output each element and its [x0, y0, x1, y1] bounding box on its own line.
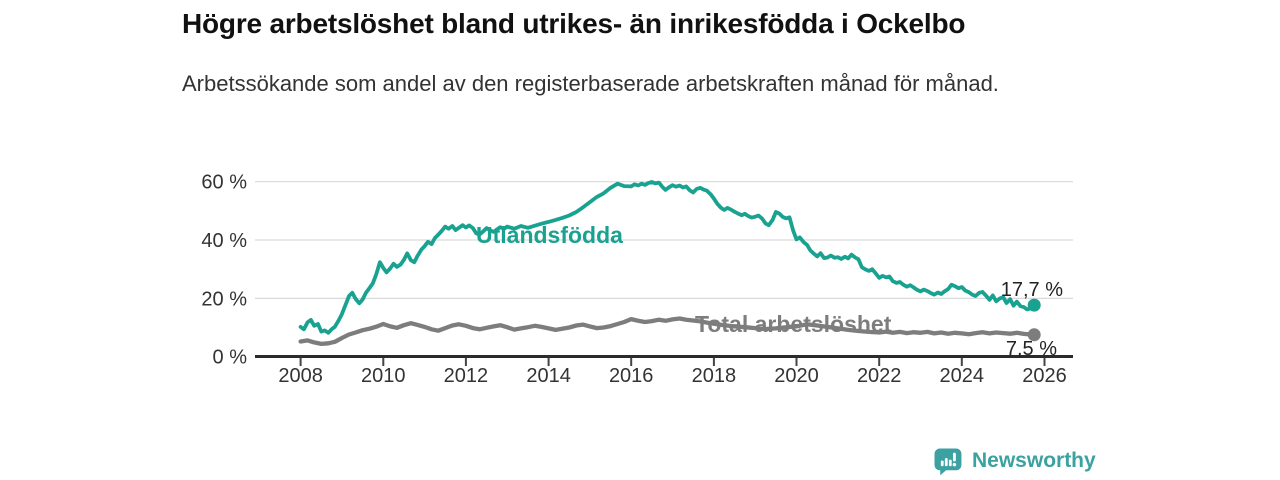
- x-axis-tick-label: 2022: [857, 365, 902, 387]
- series-label-utlandsfodda: Utlandsfödda: [476, 222, 623, 248]
- brand-logo[interactable]: Newsworthy: [934, 446, 1096, 476]
- y-axis-tick-label: 20 %: [201, 288, 247, 310]
- series-end-dot-total: [1027, 328, 1041, 342]
- series-label-total: Total arbetslöshet: [695, 311, 892, 337]
- x-axis-tick-label: 2016: [609, 365, 654, 387]
- y-axis-tick-label: 0 %: [213, 347, 248, 369]
- series-line-utlandsfodda: [298, 180, 1037, 335]
- y-axis-tick-label: 60 %: [201, 172, 247, 194]
- x-axis-tick-label: 2024: [940, 365, 985, 387]
- x-axis-tick-label: 2020: [774, 365, 819, 387]
- y-axis-tick-label: 40 %: [201, 230, 247, 252]
- newsworthy-logo-icon: [934, 448, 962, 475]
- page-title: Högre arbetslöshet bland utrikes- än inr…: [182, 8, 966, 39]
- x-axis-tick-label: 2018: [692, 365, 737, 387]
- end-value-label-total: 7,5 %: [1006, 338, 1057, 360]
- x-axis-tick-label: 2008: [278, 365, 323, 387]
- x-axis-tick-label: 2012: [444, 365, 489, 387]
- x-axis-tick-label: 2026: [1022, 365, 1067, 387]
- x-axis-tick-label: 2014: [526, 365, 571, 387]
- page-subtitle: Arbetssökande som andel av den registerb…: [182, 71, 999, 96]
- end-value-label-utlandsfodda: 17,7 %: [1001, 279, 1063, 301]
- series-line-total: [298, 316, 1037, 347]
- brand-name: Newsworthy: [972, 449, 1096, 472]
- series-end-dot-utlandsfodda: [1027, 298, 1041, 312]
- x-axis-tick-label: 2010: [361, 365, 406, 387]
